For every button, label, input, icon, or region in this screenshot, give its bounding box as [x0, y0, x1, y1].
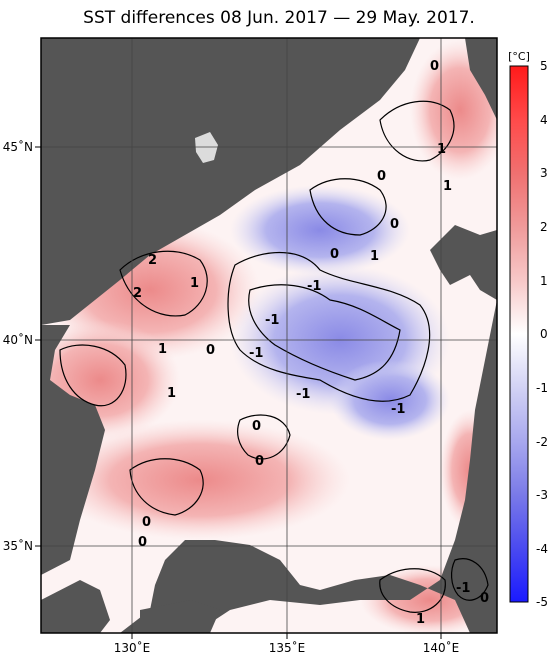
land-korea	[41, 325, 105, 575]
contour-label: 0	[142, 515, 151, 530]
map-area: 0 1 0 1 0 1 0 2 -1 1 2 -1 1 0 -1 1 -1 -1…	[41, 38, 497, 633]
colorbar-tick: -3	[536, 488, 548, 502]
lon-label: 135˚E	[269, 640, 306, 655]
contour-lines	[59, 100, 489, 613]
contour-label: 0	[480, 591, 489, 606]
contour-label: -1	[307, 279, 321, 294]
map-frame	[40, 37, 498, 634]
colorbar-unit: [°C]	[508, 50, 530, 63]
land-sakhalin	[465, 38, 497, 120]
lon-label: 130˚E	[114, 640, 151, 655]
chart-title: SST differences 08 Jun. 2017 — 29 May. 2…	[83, 8, 475, 28]
contour-label: 0	[252, 419, 261, 434]
colorbar-bar	[509, 65, 529, 603]
cool-region-north	[230, 185, 410, 275]
contour-label: 0	[390, 217, 399, 232]
colorbar-tick: 0	[540, 327, 548, 341]
colorbar-tick: -2	[536, 435, 548, 449]
grid-lines	[41, 38, 497, 633]
colorbar-tick: 5	[540, 59, 548, 73]
lake-khanka	[195, 132, 218, 163]
colorbar-tick: 3	[540, 166, 548, 180]
contour-label: 1	[443, 179, 452, 194]
contour-label: 0	[377, 169, 386, 184]
contour-label: 1	[158, 342, 167, 357]
contour-label: 0	[206, 343, 215, 358]
contour-label: 1	[370, 249, 379, 264]
contour-label: -1	[265, 313, 279, 328]
contour-label: 0	[330, 247, 339, 262]
colorbar-tick: -1	[536, 381, 548, 395]
land-mainland	[41, 38, 420, 325]
contour-label: 1	[190, 276, 199, 291]
contour-label: 0	[430, 59, 439, 74]
contour-label: 1	[416, 612, 425, 627]
lat-label: 40˚N	[3, 332, 33, 347]
contour-label: -1	[391, 402, 405, 417]
contour-label: 0	[255, 454, 264, 469]
frame-ticks	[35, 146, 442, 639]
contour-label: 1	[167, 386, 176, 401]
lat-label: 45˚N	[3, 139, 33, 154]
lat-label: 35˚N	[3, 538, 33, 553]
land-hokkaido	[430, 225, 497, 300]
colorbar-tick: -5	[536, 595, 548, 609]
colorbar-ticks: 5 4 3 2 1 0 -1 -2 -3 -4 -5	[536, 59, 548, 609]
lon-label: 140˚E	[423, 640, 460, 655]
colorbar-tick: 4	[540, 113, 548, 127]
contour-label: 1	[437, 142, 446, 157]
cool-region-east	[330, 360, 450, 440]
contour-label: 2	[148, 253, 157, 268]
contour-labels: 0 1 0 1 0 1 0 2 -1 1 2 -1 1 0 -1 1 -1 -1…	[133, 59, 489, 627]
colorbar-tick: 2	[540, 220, 548, 234]
colorbar: [°C] 5 4 3 2 1 0 -1 -2 -3 -4 -5	[508, 50, 548, 609]
land-kyushu	[41, 580, 110, 633]
land-shikoku	[140, 600, 220, 633]
land-honshu	[120, 300, 497, 633]
contour-label: -1	[296, 387, 310, 402]
contour-label: -1	[456, 581, 470, 596]
contour-label: -1	[249, 346, 263, 361]
contour-label: 0	[138, 535, 147, 550]
contour-label: 2	[133, 286, 142, 301]
warm-region-south	[50, 420, 350, 540]
colorbar-tick: 1	[540, 274, 548, 288]
colorbar-tick: -4	[536, 542, 548, 556]
